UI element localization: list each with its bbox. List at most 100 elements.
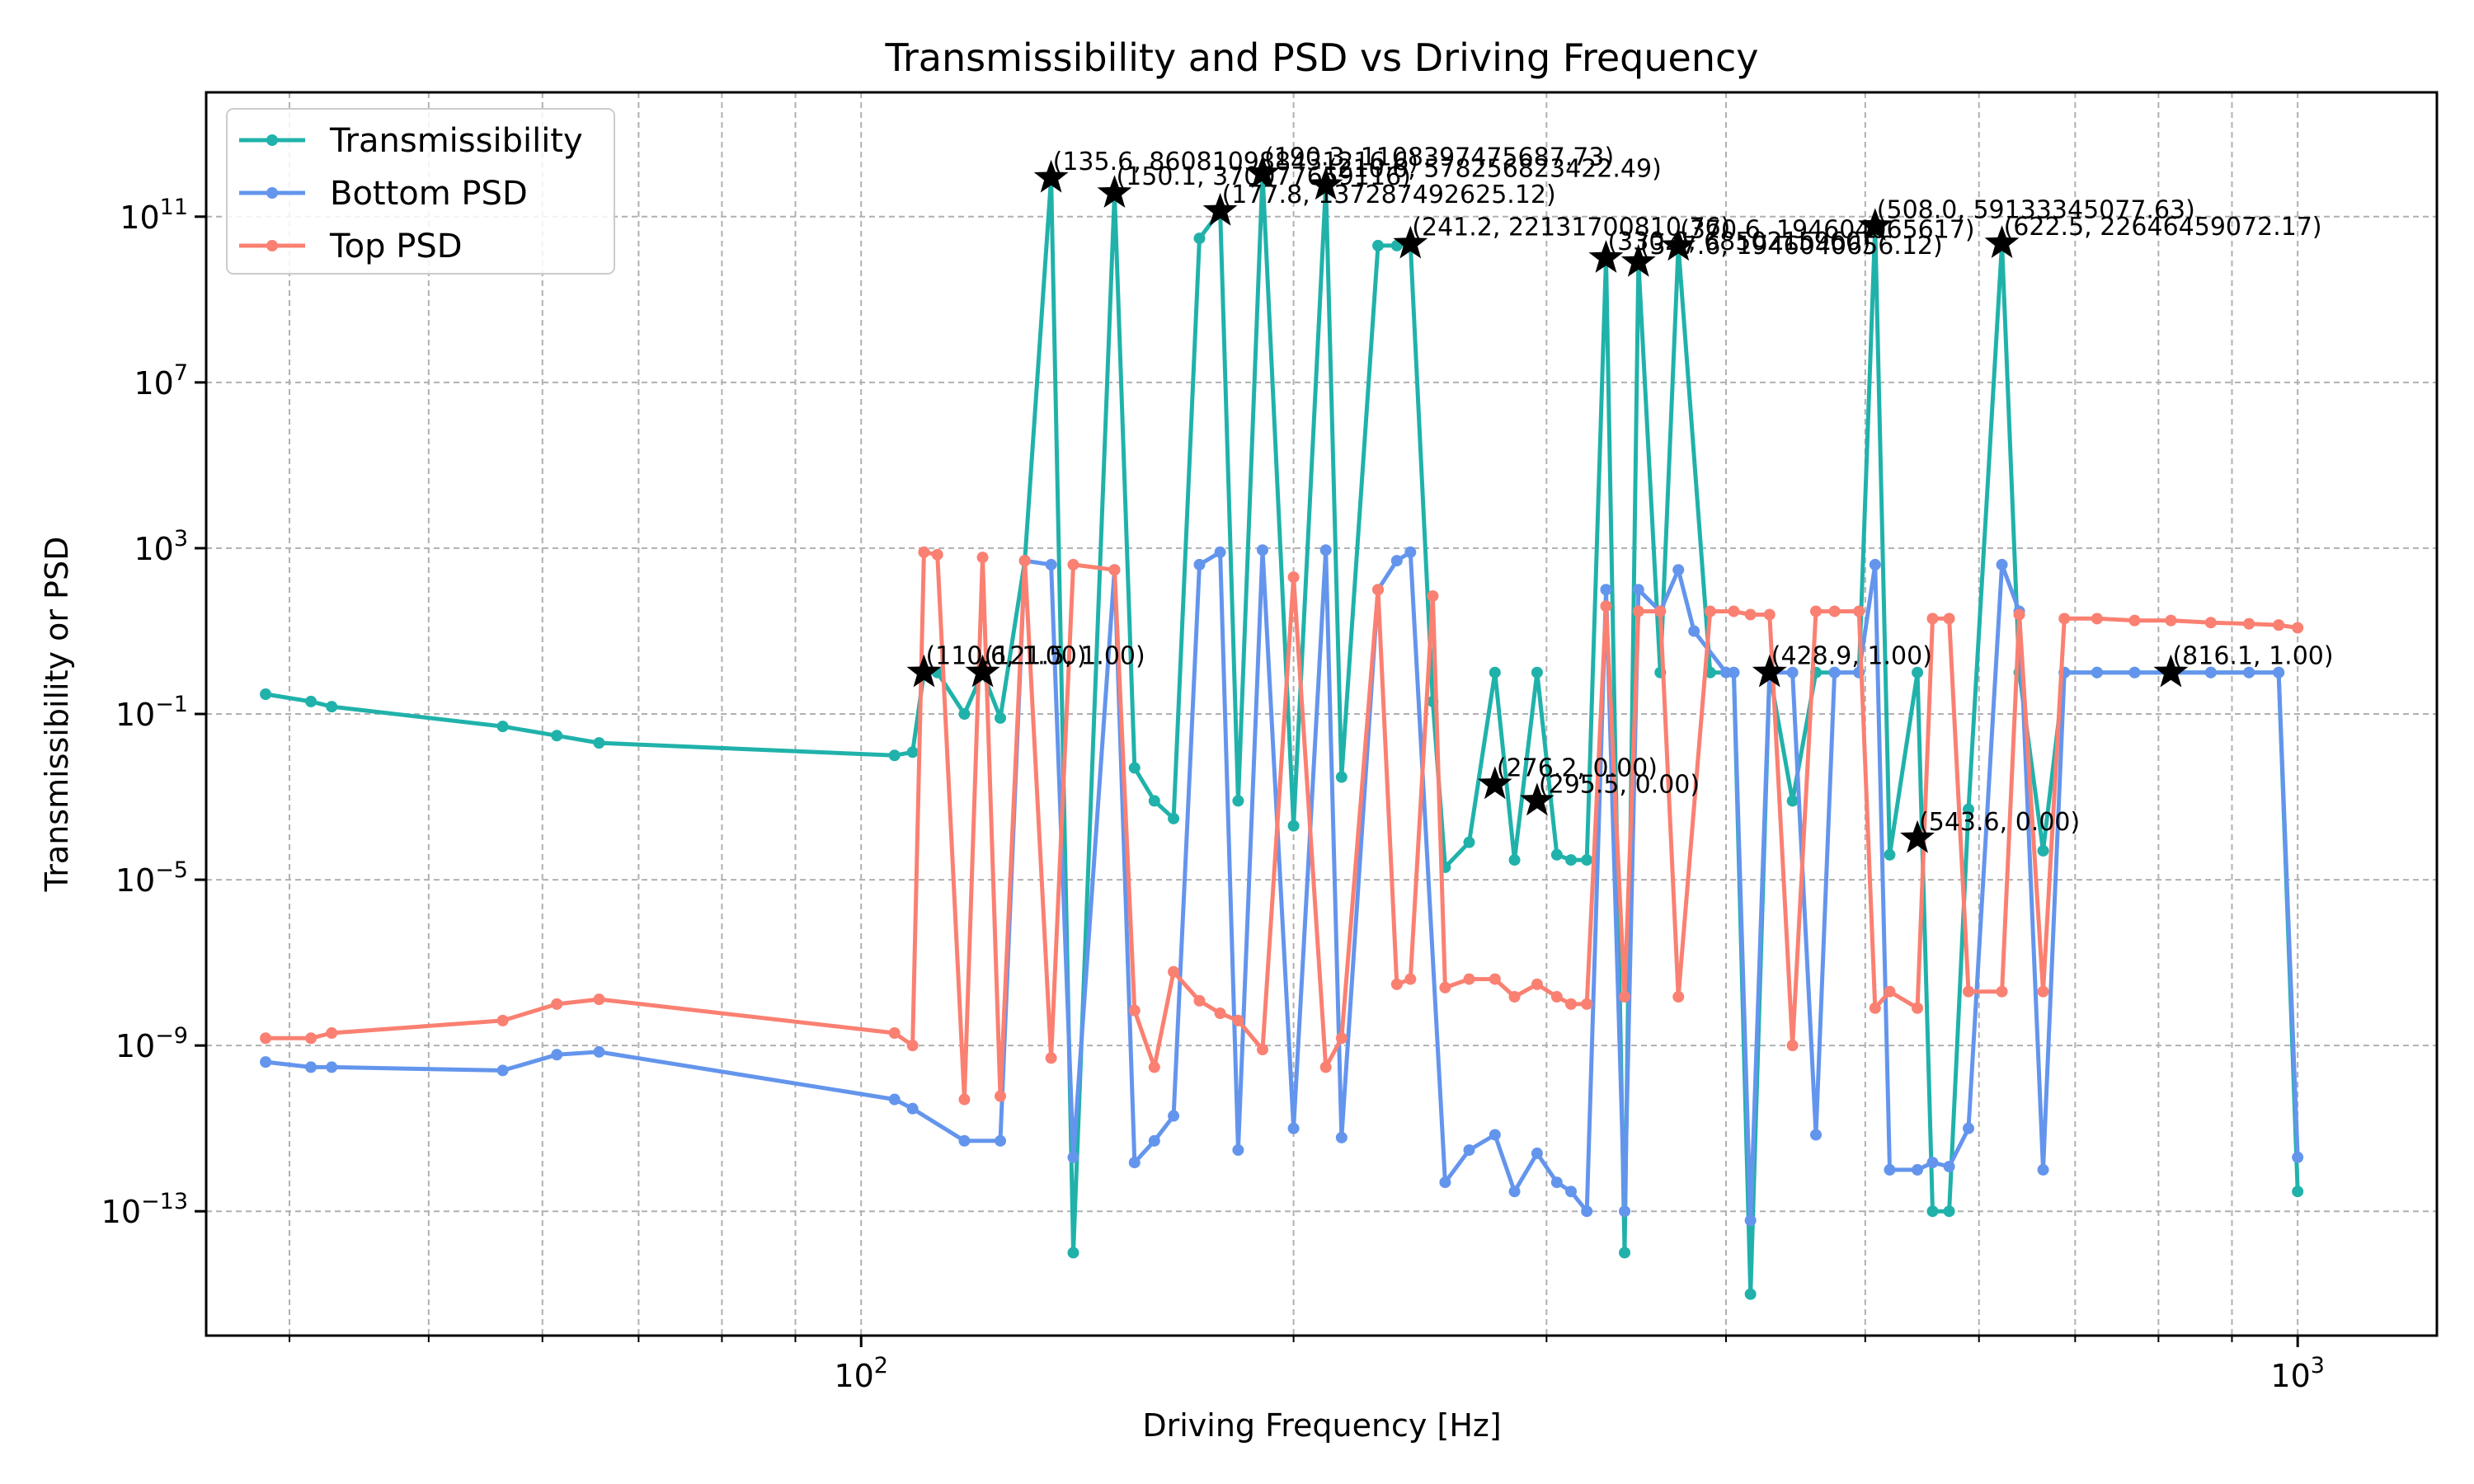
legend-label-top-psd: Top PSD [329,228,463,265]
bottom-psd-point [1744,1214,1757,1227]
top-psd-point [1763,608,1776,621]
transmissibility-point [1884,848,1896,861]
transmissibility-point [1372,239,1385,251]
top-psd-point [2128,614,2141,627]
top-psd-point [326,1027,338,1040]
bottom-psd-point [1550,1176,1563,1189]
peak-star-marker [1033,159,1069,193]
top-psd-point [1404,973,1417,985]
bottom-psd-point [1168,1110,1180,1122]
peak-annotation-label: (622.5, 22646459072.17) [2004,213,2322,242]
bottom-psd-point [1319,544,1332,556]
bottom-psd-point [1463,1144,1475,1156]
transmissibility-point [260,688,272,701]
top-psd-point [551,998,563,1010]
top-psd-point [2273,619,2285,632]
peak-star-marker [1520,782,1554,816]
bottom-psd-point [906,1102,919,1115]
peak-star-marker [1097,175,1132,208]
x-axis-ticks: 102 103 [289,1336,2325,1394]
top-psd-point [1287,571,1300,584]
top-psd-point [1884,985,1896,998]
transmissibility-point [1943,1205,1955,1218]
peak-annotation-label: (508.0, 59133345077.63) [1877,195,2195,224]
top-psd-point [1489,973,1501,985]
transmissibility-point [1926,1205,1939,1218]
bottom-psd-point [1869,558,1881,571]
bottom-psd-point [1828,666,1841,679]
top-psd-point [958,1093,971,1106]
bottom-psd-point [593,1045,605,1058]
legend-label-transmissibility: Transmissibility [329,122,583,160]
top-psd-point [918,546,930,558]
peak-star-marker [1900,819,1935,853]
transmissibility-point [593,737,605,749]
transmissibility-point [1786,795,1799,807]
top-psd-point [1232,1014,1244,1026]
top-psd-point [1108,564,1121,576]
peak-annotation-label: (177.8, 137287492625.12) [1222,181,1556,209]
legend-marker-bottom-psd [266,187,278,199]
bottom-psd-point [2037,1163,2049,1176]
annotation-layer: (110.6, 1.00)(121.5, 1.00) (135.6, 860810… [906,143,2334,853]
top-psd-point [995,1090,1007,1102]
top-psd-point [1390,978,1403,990]
bottom-psd-point [1996,558,2008,571]
peak-star-marker [1857,208,1893,242]
transmissibility-point [551,730,563,742]
peak-annotation-label: (295.5, 0.00) [1539,770,1700,799]
bottom-psd-point [1600,584,1612,596]
peak-annotation-label: (816.1, 1.00) [2172,642,2333,671]
peak-star-marker [1661,228,1696,261]
transmissibility-point [2292,1186,2304,1198]
top-psd-point [1531,978,1543,990]
transmissibility-point [1148,795,1160,807]
top-psd-point [1128,1004,1141,1017]
peak-star-marker [1393,225,1428,259]
y-tick-label: 10−9 [115,1023,188,1064]
top-psd-point [2204,617,2217,629]
top-psd-point [1168,965,1180,978]
bottom-psd-point [1943,1160,1955,1172]
top-psd-point [931,548,943,561]
y-axis-ticks: 10−13 10−9 10−5 10−1 103 107 1011 [101,195,206,1230]
peak-star-marker [1620,243,1656,277]
top-psd-point [1427,589,1439,602]
chart-title: Transmissibility and PSD vs Driving Freq… [885,35,1759,80]
peak-star-marker [1752,654,1787,688]
bottom-psd-point [1926,1157,1939,1169]
peak-annotation-label: (121.5, 1.00) [985,642,1145,671]
bottom-psd-point [2204,666,2217,679]
top-psd-point [888,1027,901,1040]
bottom-psd-point [496,1064,509,1077]
top-psd-point [1319,1061,1332,1073]
bottom-psd-point [2091,666,2103,679]
transmissibility-point [326,701,338,713]
top-psd-point [906,1040,919,1052]
y-tick-label: 107 [134,360,188,402]
top-psd-point [1810,605,1823,618]
top-psd-point [1869,1002,1881,1014]
top-psd-point [1067,558,1079,571]
top-psd-point [1786,1040,1799,1052]
legend-marker-top-psd [266,240,278,251]
top-psd-point [2058,613,2071,625]
legend-box [226,108,615,275]
peak-star-marker [1477,766,1512,800]
bottom-psd-point [1619,1205,1631,1218]
top-psd-point [2091,613,2103,625]
transmissibility-point [995,711,1007,724]
peak-annotation-label: (190.3, 1108397475687.73) [1264,143,1614,171]
transmissibility-point [1565,854,1578,866]
y-tick-label: 1011 [120,195,188,236]
peak-star-marker [1984,225,2020,258]
peak-annotation-label: (276.2, 0.00) [1497,754,1658,782]
top-psd-point [976,552,989,564]
bottom-psd-point [1581,1205,1593,1218]
top-psd-point [2037,985,2049,998]
transmissibility-point [1287,819,1300,832]
bottom-psd-point [1335,1131,1348,1144]
bottom-psd-point [2128,666,2141,679]
transmissibility-point [1581,854,1593,866]
